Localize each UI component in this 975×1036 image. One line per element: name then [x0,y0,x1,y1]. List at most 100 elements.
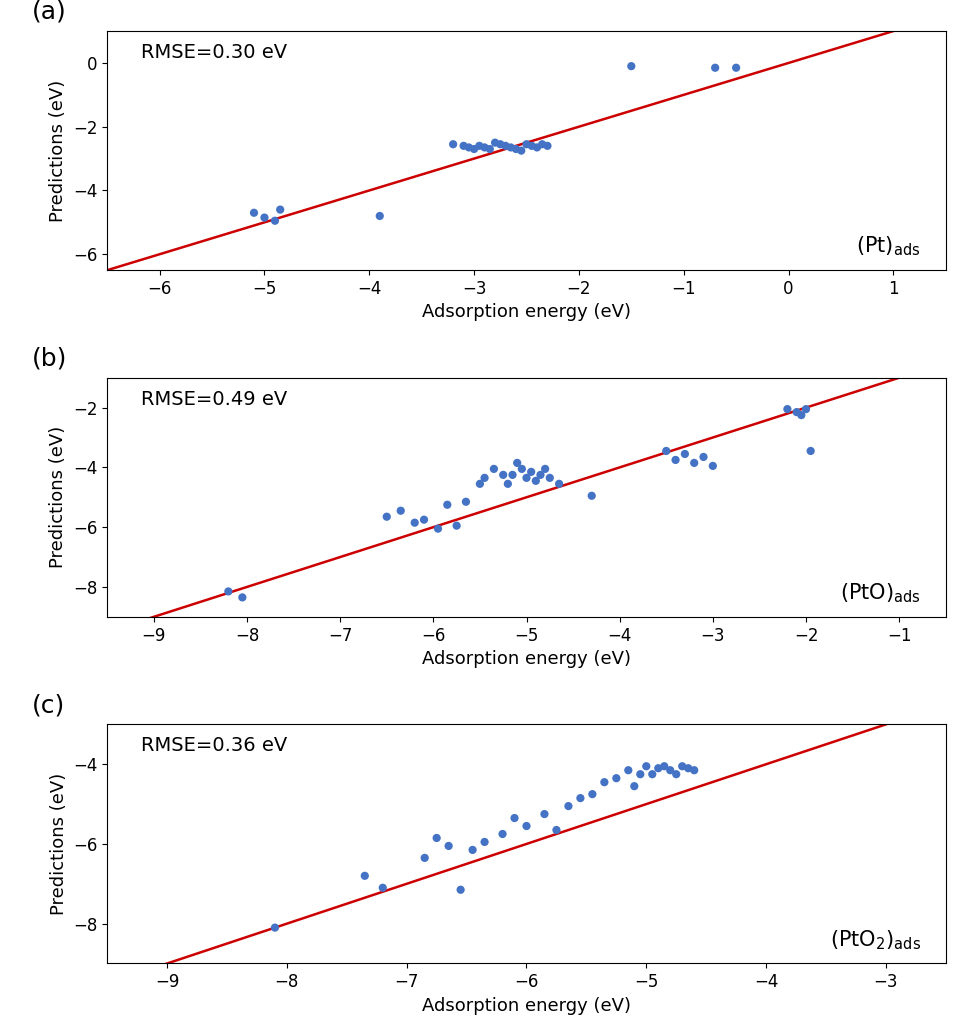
Y-axis label: Predictions (eV): Predictions (eV) [50,773,67,915]
Point [452,882,468,898]
Text: RMSE=0.30 eV: RMSE=0.30 eV [140,44,287,62]
Point [519,817,534,834]
Point [524,138,539,154]
Point [417,850,433,866]
Point [458,493,474,510]
Point [508,141,524,157]
Point [639,758,654,775]
Point [235,589,251,606]
Point [477,834,492,851]
Point [536,806,552,823]
Point [584,488,600,505]
Point [375,880,391,896]
Point [789,404,804,421]
Point [429,830,445,846]
Point [624,58,640,75]
Point [509,455,525,471]
Point [492,136,508,152]
Point [650,760,666,777]
Point [524,463,539,480]
Point [705,458,721,474]
Point [256,209,272,226]
Point [466,141,482,157]
Point [644,766,660,782]
Point [407,515,422,531]
Point [472,138,488,154]
Point [497,138,513,154]
Point [608,770,624,786]
Point [519,469,534,486]
Point [627,778,643,795]
Point [465,841,481,858]
Point [494,826,510,842]
Point [456,138,472,154]
Point [529,139,545,155]
Point [472,476,488,492]
Text: (Pt)$_{\rm ads}$: (Pt)$_{\rm ads}$ [856,234,920,258]
Point [503,139,519,155]
Point [708,59,723,76]
X-axis label: Adsorption energy (eV): Adsorption energy (eV) [422,997,631,1014]
Point [505,466,521,483]
Point [540,138,556,154]
Text: RMSE=0.49 eV: RMSE=0.49 eV [140,390,287,408]
Point [572,789,588,806]
Text: (b): (b) [32,347,67,371]
Point [585,786,601,803]
Point [668,452,683,468]
Point [662,761,678,778]
Point [549,822,565,838]
Point [393,502,409,519]
Point [247,204,262,221]
Point [477,469,492,486]
X-axis label: Adsorption energy (eV): Adsorption energy (eV) [422,651,631,668]
X-axis label: Adsorption energy (eV): Adsorption energy (eV) [422,304,631,321]
Point [686,761,702,778]
Y-axis label: Predictions (eV): Predictions (eV) [50,80,67,222]
Point [514,461,529,478]
Point [534,136,550,152]
Point [461,139,477,155]
Point [495,466,511,483]
Point [799,401,814,418]
Point [519,136,534,152]
Point [681,760,696,777]
Point [482,141,497,157]
Point [446,136,461,152]
Point [440,496,455,513]
Point [686,455,702,471]
Point [220,583,236,600]
Text: RMSE=0.36 eV: RMSE=0.36 eV [140,737,287,755]
Point [441,838,456,855]
Point [658,442,674,459]
Point [537,461,553,478]
Point [379,509,395,525]
Point [780,401,796,418]
Text: (c): (c) [32,693,65,717]
Text: (PtO)$_{\rm ads}$: (PtO)$_{\rm ads}$ [839,581,920,605]
Point [500,476,516,492]
Point [514,142,529,159]
Point [430,520,446,537]
Y-axis label: Predictions (eV): Predictions (eV) [50,426,67,569]
Point [488,135,503,151]
Point [532,466,548,483]
Point [633,766,648,782]
Point [477,139,492,155]
Point [677,445,692,462]
Point [696,449,712,465]
Point [372,207,388,224]
Point [267,212,283,229]
Point [416,512,432,528]
Point [669,766,684,782]
Point [272,201,288,218]
Point [357,867,372,884]
Point [802,442,818,459]
Point [507,810,523,827]
Point [561,798,576,814]
Point [794,407,809,424]
Point [728,59,744,76]
Point [656,758,672,775]
Point [267,919,283,936]
Point [528,472,544,489]
